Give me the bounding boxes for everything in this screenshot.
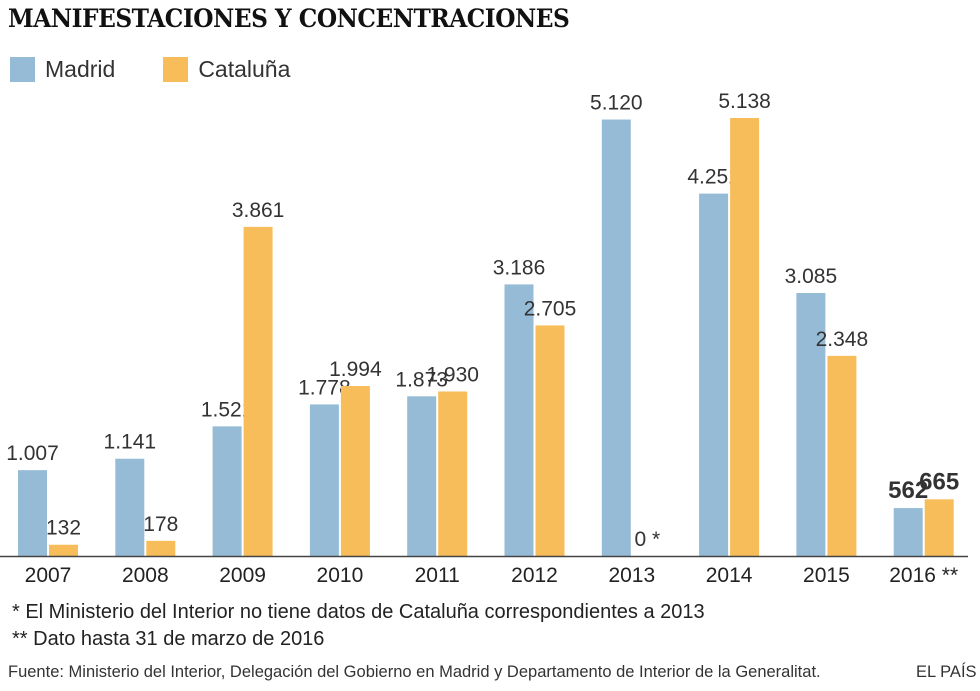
x-tick-label-2013: 2013 (608, 564, 655, 587)
bar-cataluna-2009 (243, 226, 273, 556)
legend: Madrid Cataluña (10, 56, 338, 83)
x-tick-label-2007: 2007 (25, 564, 72, 587)
bar-cataluna-2011 (438, 391, 468, 556)
bar-cataluna-2016 (924, 499, 954, 556)
bar-cataluna-2008 (146, 540, 176, 556)
data-label-madrid-2008: 1.141 (104, 431, 157, 454)
bar-cataluna-2010 (340, 386, 370, 556)
bar-madrid-2008 (115, 458, 145, 556)
data-label-madrid-2014: 4.251 (687, 166, 740, 189)
data-label-cataluna-2009: 3.861 (232, 199, 285, 222)
source-text: Fuente: Ministerio del Interior, Delegac… (8, 663, 821, 681)
data-label-cataluna-2015: 2.348 (816, 328, 869, 351)
bar-madrid-2010 (309, 404, 339, 556)
chart-title: MANIFESTACIONES Y CONCENTRACIONES (8, 4, 570, 33)
legend-label-madrid: Madrid (45, 56, 116, 82)
data-label-madrid-2016: 562 (888, 477, 928, 504)
data-label-cataluna-2008: 178 (143, 513, 178, 536)
legend-swatch-madrid (10, 57, 35, 82)
x-tick-label-2011: 2011 (415, 564, 460, 587)
bar-cataluna-2012 (535, 325, 565, 556)
x-tick-label-2012: 2012 (511, 564, 558, 587)
footnote-2016: ** Dato hasta 31 de marzo de 2016 (12, 628, 325, 650)
x-tick-label-2014: 2014 (706, 564, 753, 587)
bar-madrid-2009 (212, 426, 242, 556)
bar-cataluna-2015 (827, 355, 857, 556)
data-label-madrid-2015: 3.085 (785, 265, 838, 288)
bar-madrid-2011 (407, 396, 437, 556)
bar-cataluna-2014 (730, 118, 760, 556)
data-label-cataluna-2010: 1.994 (329, 358, 382, 381)
footnote-2013: * El Ministerio del Interior no tiene da… (12, 601, 705, 623)
legend-item-cataluna: Cataluña (163, 56, 290, 83)
x-tick-label-2009: 2009 (219, 564, 266, 587)
data-label-cataluna-2011: 1.930 (426, 363, 479, 386)
data-label-cataluna-2012: 2.705 (524, 297, 577, 320)
x-tick-label-2016: 2016 ** (889, 564, 958, 587)
bar-cataluna-2007 (49, 544, 78, 556)
data-label-madrid-2013: 5.120 (590, 92, 643, 115)
data-label-madrid-2009: 1.521 (201, 398, 254, 421)
legend-item-madrid: Madrid (10, 56, 115, 83)
bar-madrid-2015 (796, 293, 826, 556)
x-tick-label-2010: 2010 (317, 564, 364, 587)
data-label-cataluna-2016: 665 (919, 468, 959, 495)
brand-label: EL PAÍS (916, 663, 977, 681)
legend-label-cataluna: Cataluña (198, 56, 291, 82)
bar-madrid-2016 (893, 508, 923, 556)
data-label-madrid-2012: 3.186 (493, 256, 546, 279)
data-label-cataluna-2007: 132 (46, 517, 81, 540)
data-label-madrid-2011: 1.873 (395, 368, 448, 391)
data-label-cataluna-2013: 0 * (634, 528, 660, 551)
bar-madrid-2013 (601, 119, 631, 556)
bar-madrid-2012 (504, 284, 534, 556)
x-tick-label-2008: 2008 (122, 564, 169, 587)
x-tick-label-2015: 2015 (803, 564, 850, 587)
data-label-madrid-2010: 1.778 (298, 376, 351, 399)
data-label-cataluna-2014: 5.138 (718, 90, 771, 113)
bar-madrid-2007 (18, 470, 47, 556)
bar-madrid-2014 (699, 193, 729, 556)
data-label-madrid-2007: 1.007 (6, 442, 59, 465)
legend-swatch-cataluna (163, 57, 189, 82)
